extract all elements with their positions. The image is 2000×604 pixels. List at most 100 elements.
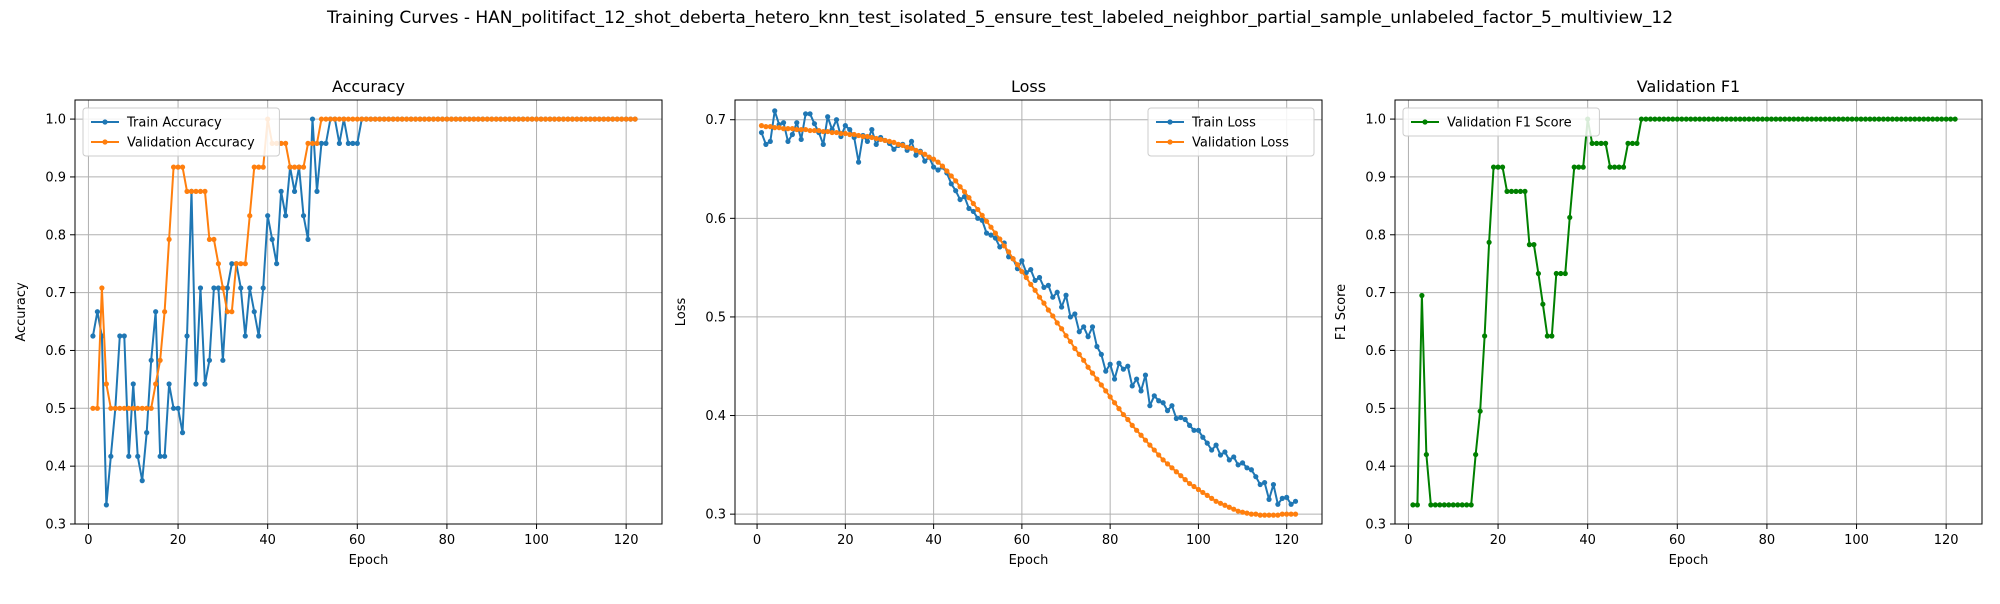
data-point	[421, 116, 428, 122]
data-point	[520, 116, 526, 122]
data-point	[1081, 357, 1087, 363]
data-point	[1204, 492, 1210, 498]
data-point	[547, 116, 553, 122]
y-tick-label: 1.0	[1365, 113, 1386, 128]
data-point	[816, 127, 822, 134]
data-point	[1032, 287, 1038, 293]
data-point	[556, 116, 562, 122]
series-train-loss	[758, 108, 1299, 507]
data-point	[953, 178, 959, 184]
data-point	[895, 141, 901, 147]
data-point	[1151, 393, 1157, 399]
data-point	[1279, 495, 1285, 501]
data-point	[130, 381, 136, 387]
data-point	[785, 126, 791, 132]
data-point	[851, 131, 857, 138]
data-point	[1723, 116, 1730, 122]
data-point	[386, 116, 392, 122]
data-point	[90, 405, 96, 411]
x-axis-label: Epoch	[1009, 553, 1049, 568]
data-point	[103, 502, 109, 508]
data-point	[291, 188, 298, 194]
data-point	[489, 116, 495, 122]
data-point	[873, 135, 879, 142]
data-point	[1204, 440, 1210, 446]
data-point	[220, 357, 226, 363]
data-point	[1257, 481, 1263, 488]
series-validation-f1-score	[1410, 116, 1958, 508]
data-point	[1164, 461, 1171, 467]
data-point	[922, 151, 928, 157]
data-point	[1169, 403, 1175, 409]
data-point	[372, 116, 378, 122]
data-point	[587, 116, 593, 122]
data-point	[202, 188, 208, 194]
data-point	[283, 140, 289, 146]
data-point	[1284, 511, 1290, 517]
data-point	[908, 138, 915, 145]
data-point	[471, 116, 477, 122]
data-point	[1813, 116, 1819, 122]
data-point	[1571, 164, 1577, 170]
data-point	[975, 215, 981, 221]
data-point	[1147, 403, 1153, 409]
data-point	[233, 261, 239, 267]
data-point	[1674, 116, 1680, 122]
data-point	[1253, 474, 1259, 480]
data-point	[153, 381, 159, 387]
y-tick-label: 0.6	[1365, 344, 1386, 359]
data-point	[1134, 427, 1140, 433]
data-point	[1410, 502, 1416, 508]
data-point	[1054, 289, 1060, 295]
data-point	[1103, 368, 1109, 374]
data-point	[260, 164, 266, 170]
data-point	[1217, 500, 1224, 506]
y-tick-label: 0.6	[45, 344, 66, 359]
data-point	[90, 333, 96, 339]
y-tick-label: 0.3	[705, 508, 726, 523]
data-point	[341, 116, 347, 122]
data-point	[399, 116, 405, 122]
data-point	[992, 230, 999, 236]
data-point	[1156, 452, 1162, 458]
data-point	[957, 184, 963, 190]
data-point	[803, 126, 809, 133]
data-point	[1862, 116, 1869, 122]
data-point	[1871, 116, 1878, 122]
data-point	[1759, 116, 1766, 122]
x-tick-label: 80	[1759, 533, 1776, 548]
data-point	[1858, 116, 1864, 122]
data-point	[1930, 116, 1936, 122]
data-point	[869, 134, 875, 141]
data-point	[1423, 451, 1429, 458]
x-tick-label: 0	[1404, 533, 1412, 548]
data-point	[1257, 512, 1263, 518]
data-point	[1634, 140, 1640, 146]
data-point	[256, 333, 262, 339]
data-point	[948, 173, 954, 179]
data-point	[1513, 188, 1519, 194]
data-point	[820, 141, 826, 147]
data-point	[112, 405, 118, 411]
data-point	[1665, 116, 1671, 122]
data-point	[1437, 502, 1443, 508]
data-point	[1428, 502, 1434, 508]
data-point	[1809, 116, 1815, 122]
data-point	[1477, 408, 1483, 414]
data-point	[300, 164, 307, 170]
data-point	[274, 261, 280, 267]
data-point	[291, 164, 298, 170]
data-point	[1517, 188, 1524, 194]
data-point	[251, 164, 257, 170]
data-point	[825, 128, 831, 135]
data-point	[767, 124, 773, 130]
data-point	[1213, 442, 1219, 448]
data-point	[758, 123, 765, 129]
data-point	[1103, 388, 1109, 394]
data-point	[1459, 502, 1465, 508]
data-point	[992, 235, 999, 241]
data-point	[842, 130, 848, 137]
y-axis-label: F1 Score	[1334, 284, 1349, 340]
data-point	[1014, 262, 1021, 268]
chart-title: Loss	[1011, 77, 1046, 96]
